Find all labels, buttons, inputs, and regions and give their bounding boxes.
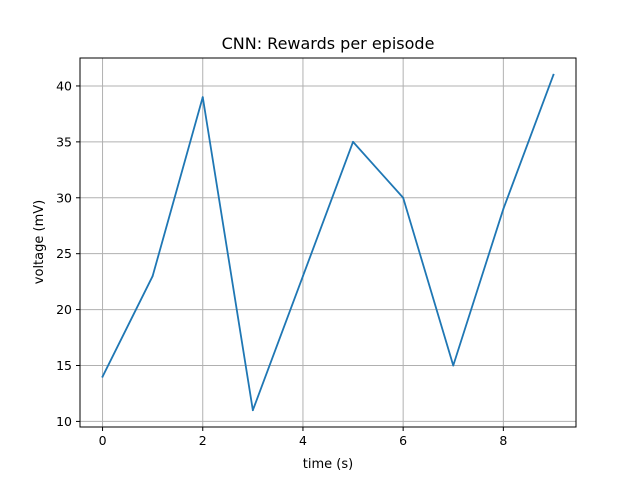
data-point <box>302 275 304 277</box>
y-tick-label: 30 <box>56 190 72 205</box>
series-layer <box>101 73 555 412</box>
ticks: 0 2 4 6 8 10 15 20 25 30 35 40 <box>56 78 507 448</box>
grid-lines <box>80 58 576 427</box>
x-axis-label: time (s) <box>303 457 353 472</box>
data-point <box>402 196 405 199</box>
data-point <box>502 208 505 210</box>
x-tick-label: 6 <box>399 433 407 448</box>
data-point <box>251 409 254 412</box>
y-tick-label: 10 <box>56 414 72 429</box>
data-point <box>452 364 455 367</box>
y-tick-label: 40 <box>56 78 72 93</box>
y-tick-label: 15 <box>56 358 72 373</box>
y-tick-label: 35 <box>56 134 72 149</box>
y-axis-label: voltage (mV) <box>32 200 47 284</box>
x-tick-label: 4 <box>299 433 307 448</box>
data-point <box>101 375 104 378</box>
x-tick-label: 2 <box>199 433 207 448</box>
data-point <box>201 96 204 99</box>
data-point <box>552 73 555 76</box>
plot-frame <box>79 57 577 428</box>
chart-title: CNN: Rewards per episode <box>222 34 435 53</box>
data-point <box>352 140 354 143</box>
y-tick-label: 20 <box>56 302 72 317</box>
data-point <box>151 275 154 277</box>
x-tick-label: 0 <box>99 433 107 448</box>
series-line <box>101 73 555 412</box>
y-tick-label: 25 <box>56 246 72 261</box>
x-tick-label: 8 <box>499 433 507 448</box>
